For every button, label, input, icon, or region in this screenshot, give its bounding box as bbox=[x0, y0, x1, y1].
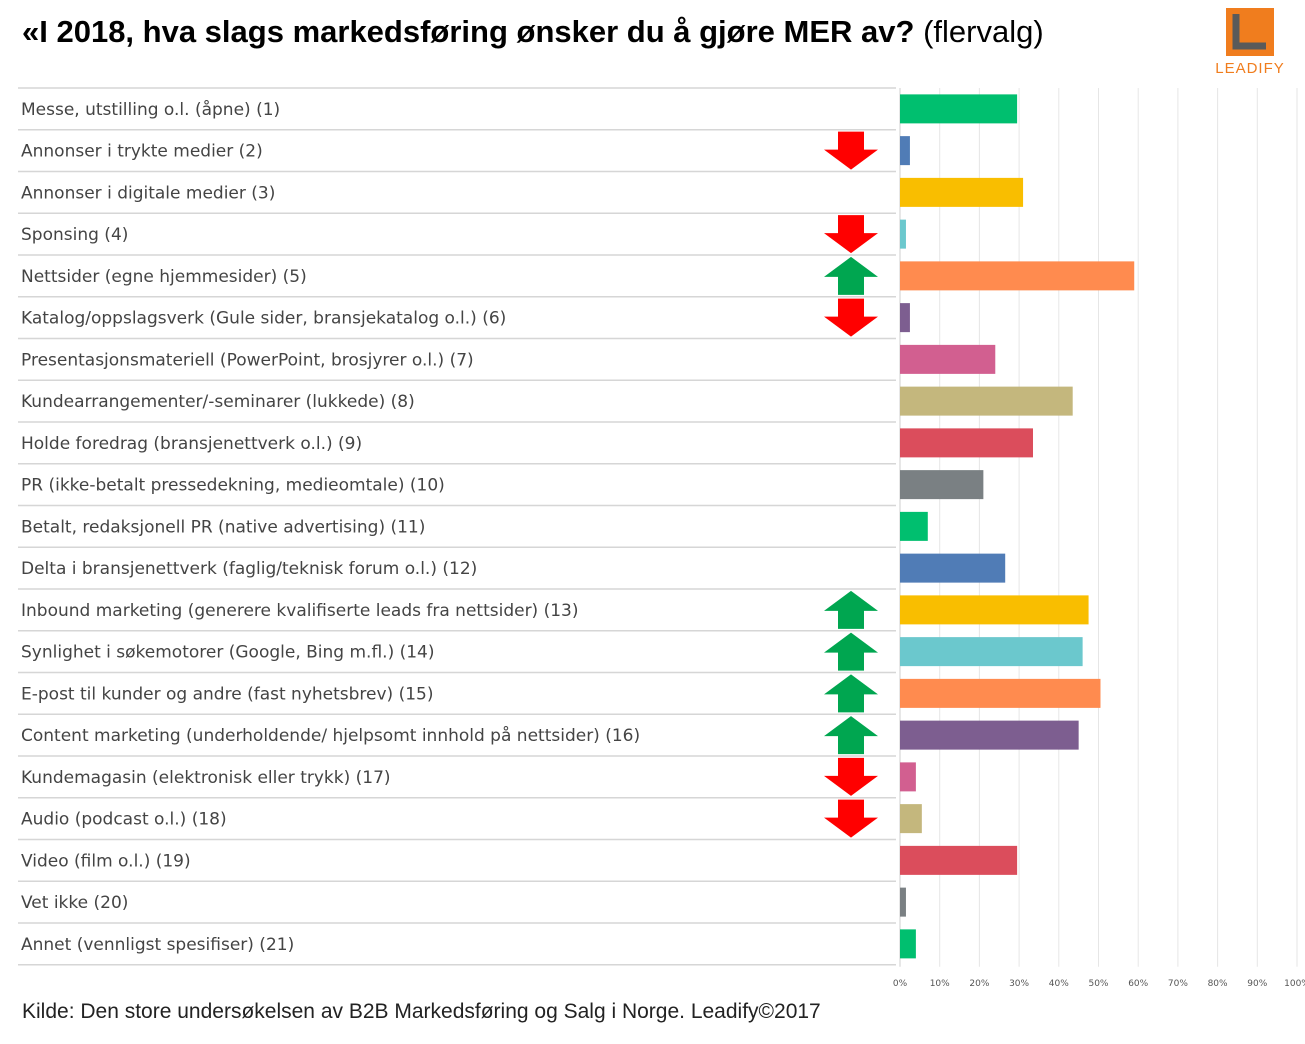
x-tick-label: 20% bbox=[969, 979, 989, 989]
arrow-down-icon bbox=[824, 215, 878, 254]
bar bbox=[900, 720, 1079, 750]
category-label: Synlighet i søkemotorer (Google, Bing m.… bbox=[21, 643, 435, 663]
category-label: Kundemagasin (elektronisk eller trykk) (… bbox=[21, 768, 391, 788]
bar bbox=[900, 762, 916, 792]
bar bbox=[900, 470, 984, 500]
bar bbox=[900, 845, 1018, 875]
x-tick-label: 100% bbox=[1284, 979, 1305, 989]
source-note: Kilde: Den store undersøkelsen av B2B Ma… bbox=[22, 1000, 821, 1023]
category-label: Annet (vennligst spesifiser) (21) bbox=[21, 935, 294, 955]
category-label: Delta i bransjenettverk (faglig/teknisk … bbox=[21, 559, 477, 579]
category-label: Annonser i digitale medier (3) bbox=[21, 183, 275, 203]
category-label: Sponsing (4) bbox=[21, 225, 128, 245]
bar bbox=[900, 344, 996, 374]
title-normal: (flervalg) bbox=[923, 14, 1044, 49]
bar bbox=[900, 887, 906, 917]
x-tick-label: 60% bbox=[1128, 979, 1148, 989]
category-label: Annonser i trykte medier (2) bbox=[21, 142, 263, 162]
category-label: Nettsider (egne hjemmesider) (5) bbox=[21, 267, 307, 287]
bar bbox=[900, 177, 1024, 207]
x-tick-label: 40% bbox=[1049, 979, 1069, 989]
category-label: Vet ikke (20) bbox=[21, 893, 128, 913]
bar bbox=[900, 511, 928, 541]
category-label: Video (film o.l.) (19) bbox=[21, 851, 191, 871]
arrow-down-icon bbox=[824, 799, 878, 838]
leadify-logo: LEADIFY bbox=[1210, 8, 1290, 80]
logo-text: LEADIFY bbox=[1215, 60, 1285, 77]
x-tick-label: 10% bbox=[930, 979, 950, 989]
arrow-down-icon bbox=[824, 131, 878, 170]
arrow-up-icon bbox=[824, 632, 878, 671]
x-tick-label: 0% bbox=[893, 979, 908, 989]
chart-title: «I 2018, hva slags markedsføring ønsker … bbox=[22, 14, 1044, 50]
arrow-up-icon bbox=[824, 590, 878, 629]
category-label: Inbound marketing (generere kvalifiserte… bbox=[21, 601, 579, 621]
category-label: Betalt, redaksjonell PR (native advertis… bbox=[21, 517, 425, 537]
arrow-up-icon bbox=[824, 716, 878, 755]
category-label: Presentasjonsmateriell (PowerPoint, bros… bbox=[21, 350, 474, 370]
x-tick-label: 90% bbox=[1247, 979, 1267, 989]
bar bbox=[900, 637, 1083, 667]
category-label: Content marketing (underholdende/ hjelps… bbox=[21, 725, 640, 746]
bar bbox=[900, 678, 1101, 708]
x-tick-label: 50% bbox=[1088, 979, 1108, 989]
arrow-up-icon bbox=[824, 256, 878, 295]
arrow-down-icon bbox=[824, 298, 878, 337]
arrow-down-icon bbox=[824, 757, 878, 796]
bar bbox=[900, 595, 1089, 625]
category-label: E-post til kunder og andre (fast nyhetsb… bbox=[21, 684, 434, 704]
category-label: Katalog/oppslagsverk (Gule sider, bransj… bbox=[21, 309, 506, 329]
bar bbox=[900, 94, 1018, 124]
x-tick-label: 80% bbox=[1208, 979, 1228, 989]
bar bbox=[900, 261, 1135, 291]
bar bbox=[900, 136, 910, 166]
bar bbox=[900, 428, 1033, 458]
x-tick-label: 30% bbox=[1009, 979, 1029, 989]
category-label: Kundearrangementer/-seminarer (lukkede) … bbox=[21, 392, 415, 412]
bar bbox=[900, 804, 922, 834]
category-label: PR (ikke-betalt pressedekning, medieomta… bbox=[21, 476, 445, 496]
bar bbox=[900, 929, 916, 959]
category-label: Holde foredrag (bransjenettverk o.l.) (9… bbox=[21, 434, 362, 454]
bar bbox=[900, 219, 906, 249]
category-label: Audio (podcast o.l.) (18) bbox=[21, 810, 227, 830]
bar bbox=[900, 553, 1006, 583]
bar bbox=[900, 303, 910, 333]
category-label: Messe, utstilling o.l. (åpne) (1) bbox=[21, 99, 280, 120]
arrow-up-icon bbox=[824, 674, 878, 713]
bar bbox=[900, 386, 1073, 416]
logo-l-icon bbox=[1232, 14, 1266, 50]
bar-chart: 0% 10% 20% 30% 40% 50% 60% 70% 80% 90% 100% Messe, … bbox=[18, 87, 1305, 989]
x-tick-label: 70% bbox=[1168, 979, 1188, 989]
title-bold: «I 2018, hva slags markedsføring ønsker … bbox=[22, 14, 915, 49]
